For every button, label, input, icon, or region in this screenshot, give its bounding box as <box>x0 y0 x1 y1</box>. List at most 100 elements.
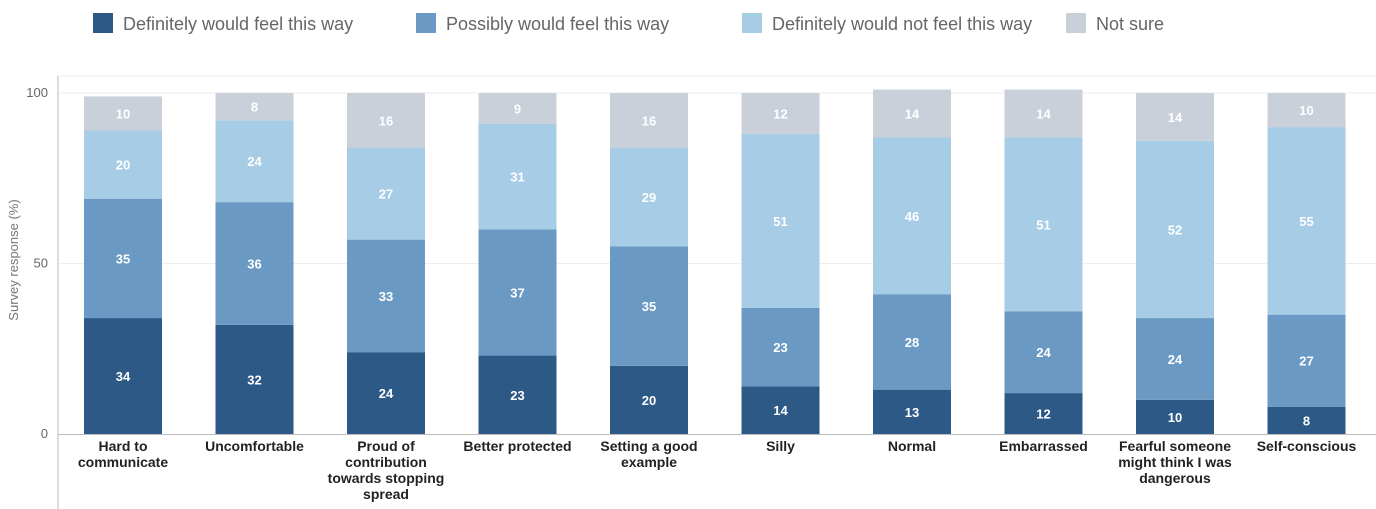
bar-segment <box>84 130 162 199</box>
data-label: 36 <box>247 257 261 272</box>
x-category-label-line: Self-conscious <box>1257 438 1357 454</box>
x-category-label-line: communicate <box>78 454 168 470</box>
y-tick-label: 50 <box>34 256 48 271</box>
bar-segment <box>478 123 557 230</box>
x-category-label: Better protected <box>463 438 571 454</box>
bar-segment <box>1267 93 1346 128</box>
data-label: 31 <box>510 170 524 185</box>
bar-segment <box>741 93 820 134</box>
data-label: 12 <box>773 106 787 121</box>
x-category-label-line: Better protected <box>463 438 571 454</box>
x-category-label: Silly <box>766 438 795 454</box>
x-category-label-line: example <box>621 454 677 470</box>
bar-segment <box>347 147 425 240</box>
data-label: 27 <box>1299 354 1313 369</box>
x-category-label-line: Uncomfortable <box>205 438 304 454</box>
bar-segment <box>741 307 820 387</box>
x-category-label: Hard to communicate <box>78 438 168 470</box>
bar-stack: 10 24 52 14 <box>1136 93 1214 434</box>
data-label: 33 <box>379 289 393 304</box>
bar-segment <box>1136 399 1214 434</box>
data-label: 14 <box>773 403 788 418</box>
x-category-label: Setting a good example <box>600 438 697 470</box>
legend-swatch <box>1066 13 1086 33</box>
data-label: 27 <box>379 187 393 202</box>
x-category-label-line: dangerous <box>1139 470 1211 486</box>
x-category-label-line: towards stopping <box>328 470 445 486</box>
bar-segment <box>1267 406 1346 434</box>
data-label: 46 <box>905 209 919 224</box>
bar-segment <box>84 318 162 434</box>
data-label: 35 <box>116 251 130 266</box>
data-label: 20 <box>116 158 130 173</box>
x-category-label: Self-conscious <box>1257 438 1357 454</box>
legend-label: Definitely would feel this way <box>123 14 353 34</box>
bar-segment <box>873 89 951 138</box>
data-label: 9 <box>514 101 521 116</box>
bar-segment <box>610 246 688 366</box>
bar-segment <box>873 389 951 434</box>
y-tick-label: 0 <box>41 426 48 441</box>
legend-label: Not sure <box>1096 14 1164 34</box>
data-label: 10 <box>116 106 130 121</box>
bar-segment <box>1136 318 1214 400</box>
bars: 34 35 20 10 32 36 24 8 24 33 27 16 23 37 31 9 20 35 29 16 14… <box>84 89 1346 434</box>
data-label: 37 <box>510 285 524 300</box>
data-label: 34 <box>116 369 131 384</box>
legend-swatch <box>416 13 436 33</box>
bar-stack: 23 37 31 9 <box>478 93 557 434</box>
bar-segment <box>1267 314 1346 407</box>
x-category-label: Proud of contribution towards stopping spre… <box>328 438 445 502</box>
data-label: 8 <box>1303 413 1310 428</box>
data-label: 10 <box>1299 103 1313 118</box>
bar-segment <box>478 93 557 124</box>
data-label: 16 <box>379 113 393 128</box>
bar-segment <box>347 352 425 434</box>
bar-segment <box>1136 93 1214 141</box>
bar-segment <box>610 365 688 434</box>
bar-segment <box>1267 127 1346 315</box>
x-category-label: Uncomfortable <box>205 438 304 454</box>
bar-segment <box>215 324 294 434</box>
bar-stack: 8 27 55 10 <box>1267 93 1346 434</box>
x-category-label-line: Fearful someone <box>1119 438 1231 454</box>
data-label: 14 <box>1036 106 1051 121</box>
data-label: 8 <box>251 100 258 115</box>
bar-segment <box>1136 140 1214 319</box>
bar-segment <box>215 93 294 121</box>
data-label: 55 <box>1299 214 1313 229</box>
x-category-label-line: Hard to <box>99 438 148 454</box>
bar-segment <box>873 137 951 295</box>
bar-segment <box>215 202 294 325</box>
bar-segment <box>215 120 294 203</box>
data-label: 52 <box>1168 222 1182 237</box>
data-label: 35 <box>642 299 656 314</box>
data-label: 20 <box>642 393 656 408</box>
bar-stack: 20 35 29 16 <box>610 93 688 434</box>
y-axis: Survey response (%) 0 50 100 <box>6 76 59 509</box>
data-label: 12 <box>1036 407 1050 422</box>
data-label: 51 <box>1036 217 1050 232</box>
bar-stack: 34 35 20 10 <box>84 96 162 434</box>
bar-segment <box>478 229 557 356</box>
bar-segment <box>84 96 162 131</box>
bar-stack: 32 36 24 8 <box>215 93 294 434</box>
data-label: 23 <box>773 340 787 355</box>
data-label: 24 <box>1168 352 1183 367</box>
data-label: 29 <box>642 190 656 205</box>
bar-segment <box>478 355 557 434</box>
x-category-label-line: Normal <box>888 438 936 454</box>
bar-stack: 14 23 51 12 <box>741 93 820 434</box>
data-label: 28 <box>905 335 919 350</box>
data-label: 14 <box>905 106 920 121</box>
bar-segment <box>610 147 688 247</box>
bar-stack: 13 28 46 14 <box>873 89 951 434</box>
data-label: 14 <box>1168 110 1183 125</box>
bar-segment <box>741 386 820 434</box>
bar-segment <box>741 133 820 308</box>
bar-segment <box>1004 311 1083 394</box>
data-label: 24 <box>1036 345 1051 360</box>
bar-segment <box>84 198 162 319</box>
legend: Definitely would feel this way Possibly w… <box>93 13 1164 34</box>
